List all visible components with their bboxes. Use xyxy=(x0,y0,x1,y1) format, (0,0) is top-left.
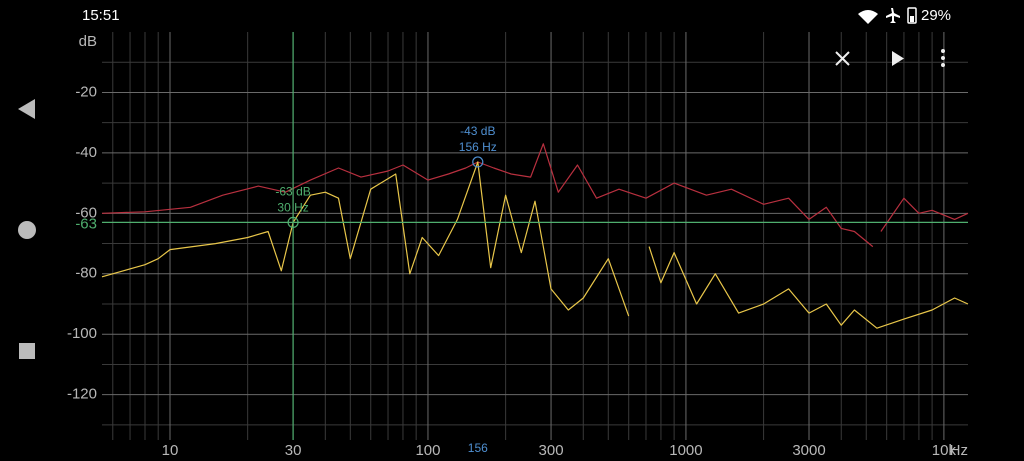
cursor-db-label: -43 dB xyxy=(460,124,495,138)
y-tick-label: -80 xyxy=(75,265,97,282)
battery-level xyxy=(910,16,914,22)
y-tick-label: -40 xyxy=(75,144,97,161)
x-tick-label: 10 xyxy=(162,442,179,459)
y-tick-label: -120 xyxy=(67,386,97,403)
x-tick-label: 1000 xyxy=(669,442,702,459)
y-tick-label: -60 xyxy=(75,204,97,221)
x-tick-label: 10k xyxy=(932,442,957,459)
x-tick-label: 100 xyxy=(415,442,440,459)
cursor-point xyxy=(472,156,484,168)
y-tick-label: -100 xyxy=(67,325,97,342)
cursor-hz-label: 156 Hz xyxy=(459,140,497,154)
recents-button[interactable] xyxy=(19,343,35,359)
battery-text: 29% xyxy=(921,7,951,24)
cursor-hz-label: 30 Hz xyxy=(277,201,308,215)
x-unit: Hz xyxy=(950,442,968,459)
cursor-point xyxy=(287,216,299,228)
y-unit: dB xyxy=(79,33,97,50)
close-button[interactable] xyxy=(835,51,850,66)
wifi-icon xyxy=(858,10,878,24)
cursor-y-label: -63 xyxy=(75,215,97,232)
play-button[interactable] xyxy=(892,51,904,66)
x-tick-label: 30 xyxy=(285,442,302,459)
home-button[interactable] xyxy=(18,221,36,239)
airplane-icon xyxy=(886,8,900,23)
y-tick-label: -20 xyxy=(75,83,97,100)
clock: 15:51 xyxy=(82,7,120,24)
x-tick-label: 300 xyxy=(539,442,564,459)
spectrum-line xyxy=(101,161,969,329)
back-button[interactable] xyxy=(18,99,35,119)
cursor-x-label: 156 xyxy=(468,441,488,455)
plot: 10 30 100 300 1000 3000 10k -20 -40 -60 -80 -100 -12… xyxy=(67,32,969,459)
x-tick-label: 3000 xyxy=(792,442,825,459)
spectrum-line xyxy=(101,143,969,248)
battery-icon xyxy=(907,7,917,24)
cursor-db-label: -63 dB xyxy=(275,185,310,199)
menu-button[interactable] xyxy=(941,49,945,67)
